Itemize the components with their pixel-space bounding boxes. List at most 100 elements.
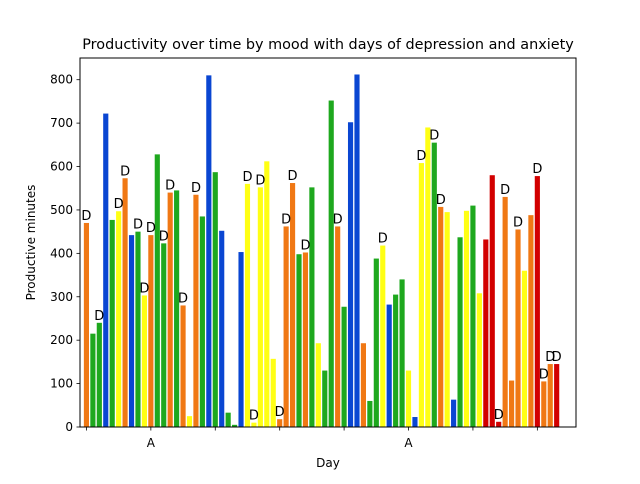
bar-day-39 — [335, 226, 341, 427]
bar-day-49 — [399, 279, 405, 427]
bar-day-33 — [296, 254, 302, 427]
bar-day-56 — [444, 212, 450, 427]
depression-mark: D — [500, 183, 510, 198]
bar-day-15 — [180, 305, 186, 427]
bar-day-63 — [489, 175, 495, 427]
plot-area-frame — [79, 57, 577, 428]
x-tick-label: A — [404, 436, 413, 450]
y-tick-label: 700 — [50, 116, 73, 130]
bar-day-44 — [367, 400, 373, 427]
depression-mark: D — [120, 164, 130, 179]
y-tick-label: 800 — [50, 73, 73, 87]
depression-mark: D — [114, 197, 124, 212]
depression-mark: D — [416, 149, 426, 164]
bar-day-10 — [148, 235, 154, 427]
bar-day-73 — [554, 364, 560, 427]
bar-day-12 — [161, 243, 167, 427]
depression-mark: D — [429, 129, 439, 144]
y-tick-label: 300 — [50, 290, 73, 304]
bar-day-48 — [393, 294, 399, 427]
bar-day-18 — [199, 216, 205, 427]
bar-day-26 — [251, 422, 257, 427]
bar-day-71 — [541, 381, 547, 427]
bar-day-57 — [451, 399, 457, 427]
bar-day-69 — [528, 215, 534, 427]
bar-day-36 — [315, 343, 321, 427]
depression-mark: D — [436, 193, 446, 208]
y-axis: 0 100 200 300 400 500 600 700 800 — [50, 73, 80, 434]
depression-mark: D — [178, 291, 188, 306]
depression-mark: D — [281, 212, 291, 227]
bar-day-11 — [154, 154, 160, 427]
depression-mark: D — [165, 179, 175, 194]
bar-day-40 — [341, 306, 347, 427]
bar-day-31 — [283, 226, 289, 427]
bar-day-55 — [438, 206, 444, 427]
depression-mark: D — [133, 218, 143, 233]
y-tick-label: 600 — [50, 160, 73, 174]
depression-mark: D — [139, 281, 149, 296]
bar-day-8 — [135, 231, 141, 427]
chart-title: Productivity over time by mood with days… — [82, 37, 574, 53]
depression-mark: D — [275, 405, 285, 420]
bar-day-53 — [425, 127, 431, 428]
bar-day-45 — [373, 258, 379, 427]
depression-mark: D — [249, 409, 259, 424]
bar-day-37 — [322, 370, 328, 427]
bar-day-0 — [83, 222, 90, 427]
bar-day-13 — [167, 192, 173, 427]
bar-day-59 — [463, 210, 470, 427]
bar-day-5 — [116, 211, 122, 427]
bar-day-24 — [238, 252, 244, 427]
bar-day-23 — [232, 424, 238, 427]
depression-mark: D — [545, 350, 555, 365]
depression-mark: D — [552, 350, 562, 365]
bars-layer — [83, 74, 560, 428]
bar-day-16 — [186, 416, 193, 427]
bar-day-61 — [476, 293, 482, 427]
bar-day-41 — [347, 122, 354, 427]
depression-mark: D — [378, 232, 388, 247]
depression-mark: D — [333, 212, 343, 227]
bar-day-52 — [418, 163, 424, 427]
bar-day-64 — [496, 421, 502, 427]
bar-day-32 — [289, 183, 296, 427]
bar-day-21 — [219, 230, 225, 427]
bar-day-30 — [277, 419, 283, 427]
depression-mark: D — [288, 169, 298, 184]
bar-day-70 — [534, 176, 540, 427]
y-tick-label: 400 — [50, 246, 73, 260]
depression-mark: D — [532, 162, 542, 177]
bar-day-35 — [309, 187, 315, 427]
depression-mark: D — [494, 408, 504, 423]
bar-day-43 — [360, 343, 366, 427]
bar-day-67 — [515, 229, 521, 427]
bar-day-42 — [354, 74, 360, 427]
bar-day-58 — [457, 237, 463, 427]
depression-mark: D — [513, 215, 523, 230]
x-axis-label: Day — [316, 456, 340, 470]
bar-day-46 — [380, 245, 386, 427]
bar-day-27 — [257, 187, 263, 427]
bar-day-3 — [103, 113, 109, 427]
bar-day-29 — [270, 358, 276, 427]
depression-mark: D — [159, 229, 169, 244]
bar-day-17 — [193, 194, 199, 427]
bar-day-4 — [109, 219, 115, 427]
bar-day-72 — [547, 364, 553, 427]
bar-day-20 — [212, 172, 218, 427]
bar-day-9 — [141, 295, 147, 427]
depression-mark: D — [255, 173, 265, 188]
bar-day-6 — [122, 178, 128, 427]
bar-day-38 — [328, 100, 334, 427]
bar-day-51 — [412, 417, 418, 427]
depression-mark: D — [94, 309, 104, 324]
y-axis-label: Productive minutes — [24, 185, 38, 301]
bar-day-60 — [470, 205, 476, 427]
depression-mark: D — [300, 238, 310, 253]
bar-day-14 — [174, 190, 180, 427]
bar-day-25 — [244, 183, 251, 427]
